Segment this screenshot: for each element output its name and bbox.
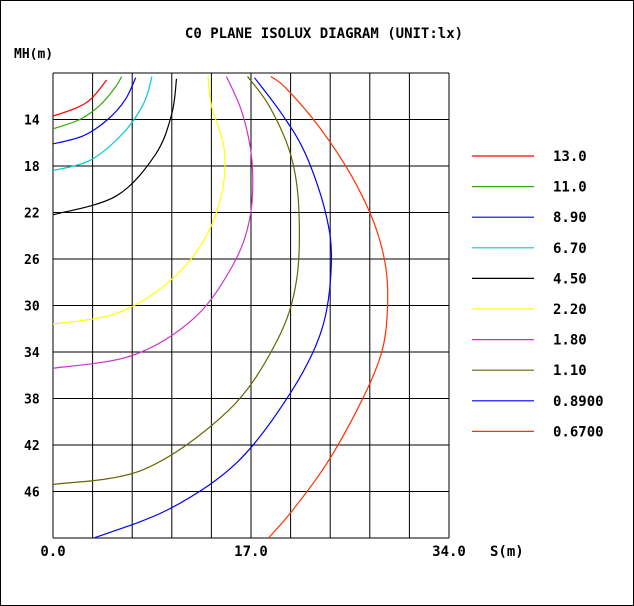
legend-label: 6.70: [553, 241, 587, 257]
legend: 13.0 11.0 8.90 6.70 4.50 2.20 1.80 1.10 0.8900 0.…: [472, 149, 604, 440]
y-tick-label: 22: [24, 207, 40, 222]
legend-label: 11.0: [553, 180, 587, 196]
x-tick-label: 34.0: [432, 544, 466, 560]
y-tick-label: 38: [24, 393, 40, 408]
y-tick-labels: 14 18 22 26 30 34 38 42 46: [24, 114, 40, 501]
y-tick-label: 14: [24, 114, 40, 129]
legend-label: 2.20: [553, 302, 587, 318]
legend-label: 0.8900: [553, 394, 604, 410]
isolux-curve-6: [52, 76, 254, 369]
chart-title: C0 PLANE ISOLUX DIAGRAM (UNIT:lx): [185, 26, 463, 42]
legend-label: 8.90: [553, 210, 587, 226]
isolux-curve-7: [52, 76, 300, 486]
y-tick-label: 30: [24, 300, 40, 315]
isolux-curve-2: [52, 77, 137, 145]
legend-label: 1.10: [553, 363, 587, 379]
x-tick-label: 17.0: [234, 544, 268, 560]
isolux-curve-1: [52, 76, 123, 130]
isolux-curve-3: [52, 76, 153, 172]
y-tick-label: 34: [24, 346, 40, 361]
y-tick-label: 18: [24, 160, 40, 175]
isolux-curve-9: [268, 76, 389, 539]
legend-label: 13.0: [553, 149, 587, 165]
isolux-curve-8: [93, 77, 333, 539]
y-tick-label: 42: [24, 439, 40, 454]
legend-label: 0.6700: [553, 424, 604, 440]
isolux-curve-4: [52, 78, 178, 216]
isolux-curve-5: [52, 75, 226, 325]
y-axis-label: MH(m): [14, 47, 53, 62]
x-tick-labels: 0.0 17.0 34.0: [40, 544, 466, 560]
x-axis-label: S(m): [490, 544, 524, 560]
isolux-curve-0: [52, 79, 108, 117]
x-tick-label: 0.0: [40, 544, 65, 560]
y-tick-label: 26: [24, 253, 40, 268]
isolux-curves: [52, 75, 389, 539]
legend-label: 1.80: [553, 333, 587, 349]
legend-label: 4.50: [553, 271, 587, 287]
y-tick-label: 46: [24, 486, 40, 501]
